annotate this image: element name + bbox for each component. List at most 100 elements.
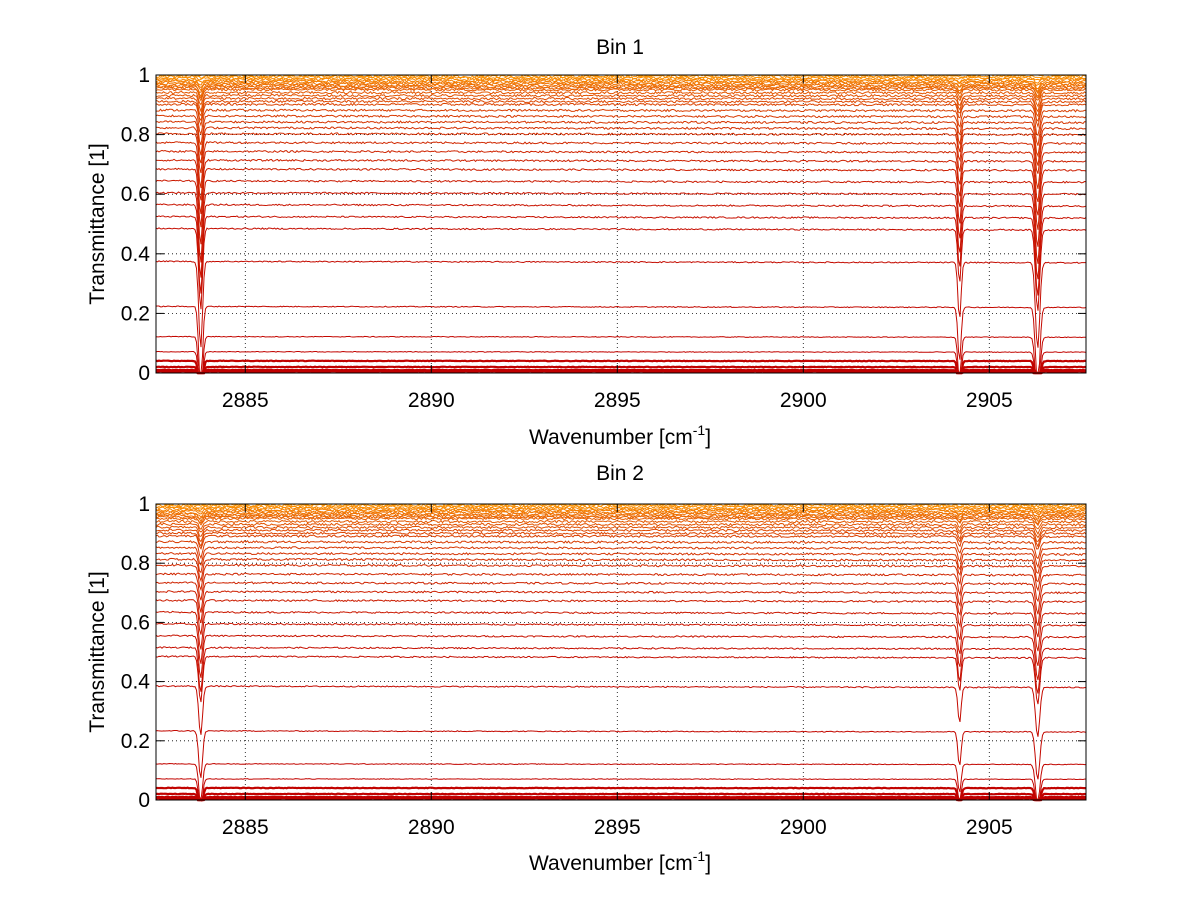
series-line (155, 581, 1087, 615)
panel-bin-2: Bin 2 2885 2890 2895 2900 2905 0 0.2 0.4 0.6 0.8 1… (86, 462, 1087, 875)
series-line (155, 598, 1087, 638)
series-line (155, 546, 1087, 569)
series-line (155, 515, 1087, 525)
x-tick-label: 2900 (780, 816, 827, 839)
chart-title: Bin 2 (596, 462, 644, 485)
series-line (155, 74, 1087, 80)
series-line (156, 792, 1087, 802)
x-axis-label-superscript: -1 (693, 422, 706, 438)
series-line (155, 685, 1087, 737)
y-tick-label: 0.4 (121, 671, 151, 694)
y-tick-label: 0.8 (121, 552, 150, 575)
x-tick-label: 2895 (594, 816, 641, 839)
series-line (155, 729, 1087, 780)
series-line (155, 525, 1087, 539)
y-tick-label: 0.4 (121, 243, 151, 266)
y-tick-label: 0.8 (121, 124, 150, 147)
series-group (155, 74, 1087, 375)
x-axis-label-superscript: -1 (693, 848, 706, 864)
series-line (155, 797, 1087, 802)
series-line (155, 572, 1087, 603)
series-line (155, 114, 1087, 146)
series-line (155, 634, 1087, 681)
series-line (155, 305, 1087, 374)
series-line (155, 507, 1087, 515)
y-tick-label: 0.6 (121, 611, 150, 634)
series-line (155, 365, 1087, 375)
series-line (155, 179, 1087, 247)
x-axis-label: Wavenumber [cm-1] (529, 422, 711, 449)
x-tick-label: 2900 (780, 389, 827, 412)
series-line (155, 215, 1087, 296)
series-line (155, 655, 1087, 705)
series-line (155, 534, 1087, 550)
series-line (155, 350, 1087, 374)
plot-frame (155, 503, 1087, 801)
y-axis-label: Transmittance [1] (86, 143, 109, 304)
series-line (155, 590, 1087, 626)
y-tick-label: 0.2 (121, 730, 150, 753)
series-line (155, 540, 1087, 560)
series-line (155, 81, 1087, 93)
series-line (155, 551, 1087, 574)
series-line (155, 120, 1087, 158)
series-group (155, 503, 1087, 802)
x-tick-label: 2905 (966, 816, 1013, 839)
x-tick-label: 2890 (408, 389, 455, 412)
series-line (155, 167, 1087, 230)
chart-title: Bin 1 (596, 36, 644, 59)
x-tick-label: 2905 (966, 389, 1013, 412)
series-line (155, 203, 1087, 280)
tick-group: 2885 2890 2895 2900 2905 0 0.2 0.4 0.6 0.8 1 (121, 493, 1086, 839)
x-axis-label-end: ] (705, 852, 711, 875)
series-line (155, 506, 1087, 512)
series-line (155, 510, 1087, 519)
series-line (155, 158, 1087, 216)
x-tick-label: 2885 (222, 389, 269, 412)
y-tick-label: 1 (138, 64, 150, 87)
series-line (155, 141, 1087, 189)
grid (156, 75, 1086, 373)
series-line (155, 260, 1086, 348)
x-tick-label: 2890 (408, 816, 455, 839)
series-line (155, 191, 1087, 264)
series-line (155, 557, 1087, 583)
series-line (155, 132, 1087, 174)
tick-group: 2885 2890 2895 2900 2905 0 0.2 0.4 0.6 0.8 1 (121, 64, 1086, 412)
series-line (155, 778, 1087, 802)
series-line (155, 368, 1087, 375)
y-tick-label: 0 (138, 362, 150, 385)
series-line (155, 90, 1087, 108)
y-tick-label: 0 (138, 789, 150, 812)
y-tick-label: 1 (138, 493, 150, 516)
series-line (155, 359, 1087, 375)
series-line (155, 646, 1087, 694)
series-line (155, 622, 1087, 667)
series-line (155, 102, 1087, 129)
series-line (155, 522, 1087, 536)
series-line (155, 531, 1087, 548)
series-line (155, 77, 1087, 84)
panel-bin-1: Bin 1 2885 2890 2895 2900 2905 0 0.2 0.4 0.6 0.8 1… (86, 36, 1087, 449)
series-line (155, 516, 1087, 527)
series-line (155, 99, 1087, 122)
series-line (155, 509, 1087, 516)
series-line (155, 513, 1087, 523)
series-line (155, 93, 1087, 114)
y-tick-label: 0.6 (121, 183, 150, 206)
y-axis-label: Transmittance [1] (86, 571, 109, 732)
series-line (155, 126, 1087, 166)
grid (156, 504, 1086, 800)
series-line (155, 762, 1087, 802)
plot-frame (155, 74, 1087, 374)
series-line (155, 80, 1087, 90)
series-line (155, 335, 1087, 374)
series-line (155, 786, 1087, 802)
series-line (155, 519, 1087, 531)
series-line (155, 149, 1087, 203)
series-line (155, 96, 1087, 118)
x-tick-label: 2885 (222, 816, 269, 839)
series-line (155, 86, 1087, 100)
x-axis-label: Wavenumber [cm-1] (529, 848, 711, 875)
series-line (155, 528, 1087, 543)
